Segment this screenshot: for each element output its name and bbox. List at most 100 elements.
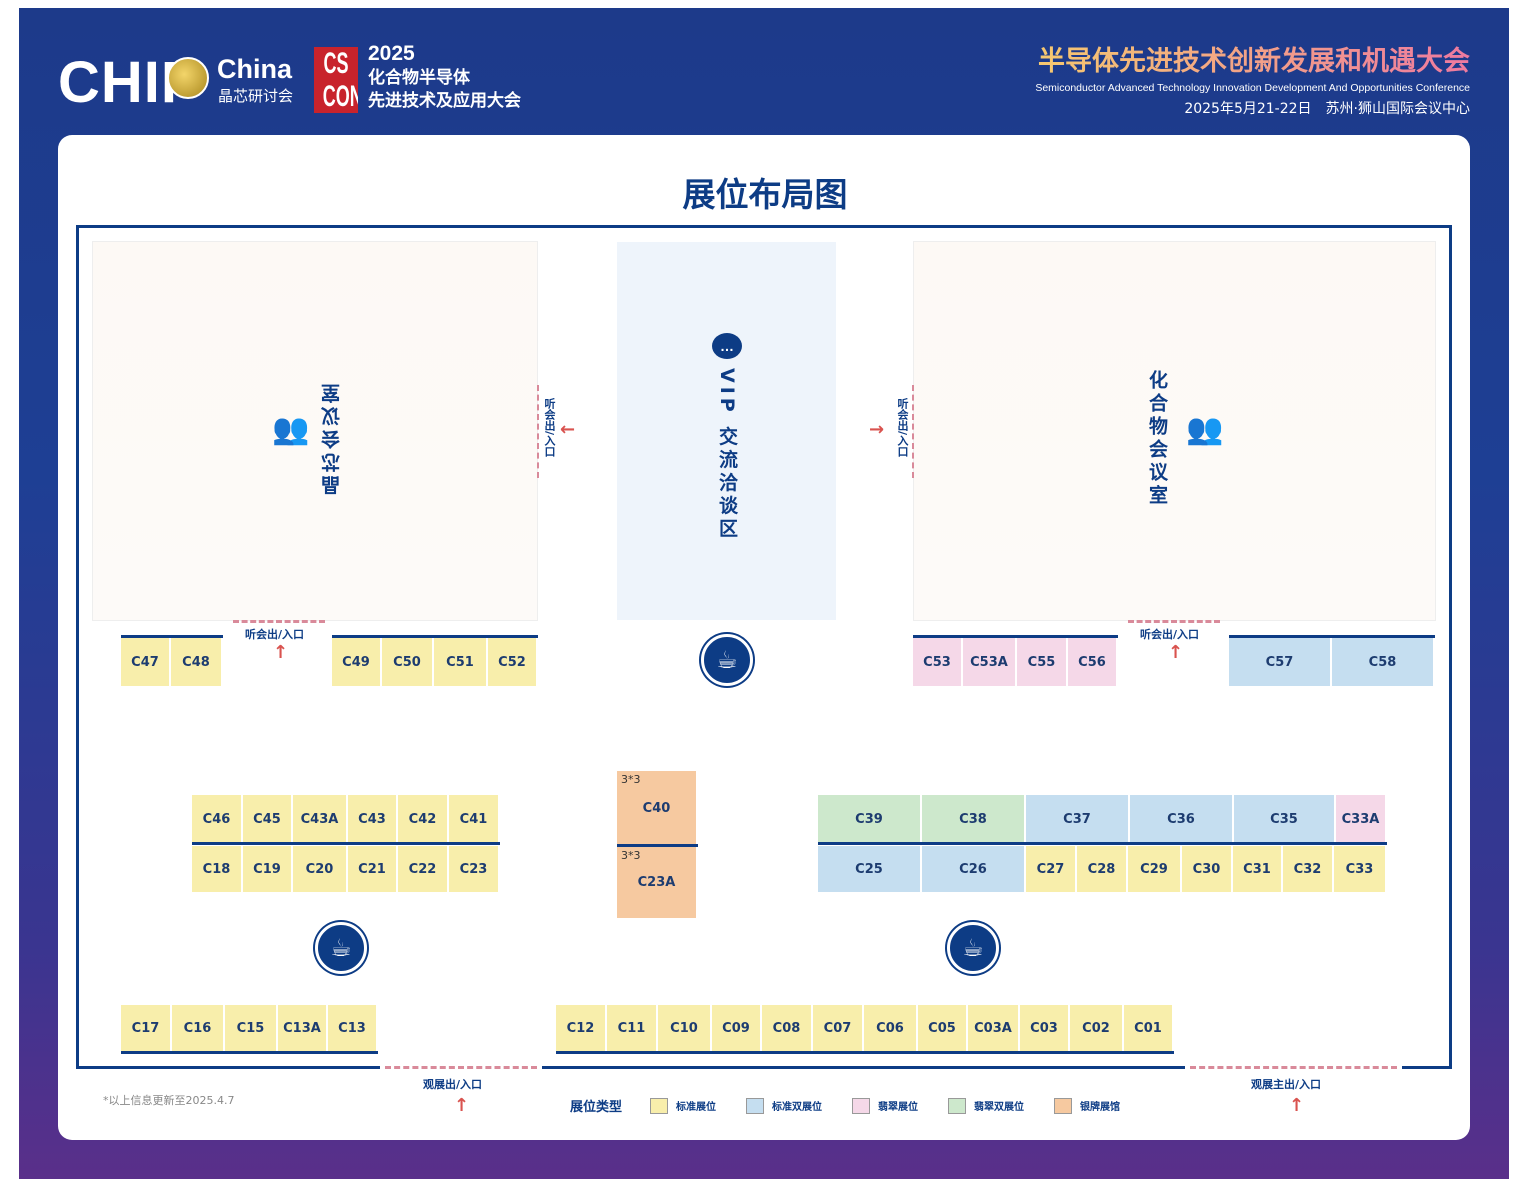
legend-swatch-standard bbox=[650, 1097, 669, 1114]
booth-C41[interactable]: C41 bbox=[449, 795, 500, 843]
booth-C51[interactable]: C51 bbox=[434, 638, 488, 686]
booth-C09[interactable]: C09 bbox=[712, 1005, 762, 1052]
booth-C05[interactable]: C05 bbox=[918, 1005, 968, 1052]
booth-C38[interactable]: C38 bbox=[922, 795, 1026, 843]
booth-C15[interactable]: C15 bbox=[225, 1005, 278, 1052]
booth-label: C52 bbox=[498, 654, 526, 670]
booth-C17[interactable]: C17 bbox=[121, 1005, 172, 1052]
cs-line1: 化合物半导体 bbox=[368, 68, 470, 88]
booth-C42[interactable]: C42 bbox=[398, 795, 449, 843]
booth-C13[interactable]: C13 bbox=[328, 1005, 378, 1052]
booth-label: C38 bbox=[959, 811, 987, 827]
booth-C13A[interactable]: C13A bbox=[278, 1005, 328, 1052]
arrow-icon: → bbox=[869, 419, 885, 440]
room-left[interactable] bbox=[92, 241, 538, 621]
booth-C23[interactable]: C23 bbox=[449, 846, 500, 892]
booth-C32[interactable]: C32 bbox=[1283, 846, 1334, 892]
booth-C39[interactable]: C39 bbox=[818, 795, 922, 843]
booth-label: C13 bbox=[338, 1021, 366, 1036]
booth-label: C08 bbox=[772, 1021, 801, 1036]
booth-label: C09 bbox=[722, 1021, 750, 1036]
booth-C50[interactable]: C50 bbox=[382, 638, 434, 686]
booth-C57[interactable]: C57 bbox=[1229, 638, 1332, 686]
booth-C53A[interactable]: C53A bbox=[963, 638, 1017, 686]
booth-row-wall bbox=[617, 844, 698, 847]
coffee-icon: ☕ bbox=[701, 634, 753, 686]
booth-C07[interactable]: C07 bbox=[813, 1005, 864, 1052]
booth-C19[interactable]: C19 bbox=[243, 846, 293, 892]
booth-C56[interactable]: C56 bbox=[1068, 638, 1118, 686]
booth-C47[interactable]: C47 bbox=[121, 638, 171, 686]
booth-C30[interactable]: C30 bbox=[1182, 846, 1233, 892]
booth-C33[interactable]: C33 bbox=[1334, 846, 1387, 892]
booth-C27[interactable]: C27 bbox=[1026, 846, 1077, 892]
booth-C28[interactable]: C28 bbox=[1077, 846, 1128, 892]
booth-C53[interactable]: C53 bbox=[913, 638, 963, 686]
booth-label: C48 bbox=[182, 654, 210, 670]
booth-label: C13A bbox=[283, 1021, 321, 1036]
booth-C16[interactable]: C16 bbox=[172, 1005, 225, 1052]
booth-C21[interactable]: C21 bbox=[348, 846, 398, 892]
hall-wall-right bbox=[1449, 225, 1452, 1069]
booth-C10[interactable]: C10 bbox=[658, 1005, 712, 1052]
booth-C20[interactable]: C20 bbox=[293, 846, 348, 892]
booth-C43[interactable]: C43 bbox=[348, 795, 398, 843]
room-left-entry-label: 听会出/入口 bbox=[543, 398, 556, 458]
booth-C45[interactable]: C45 bbox=[243, 795, 293, 843]
room-right[interactable] bbox=[913, 241, 1436, 621]
booth-label: C33A bbox=[1341, 811, 1380, 827]
arrow-icon: ↑ bbox=[454, 1095, 470, 1116]
legend-swatch-emerald-double bbox=[948, 1097, 967, 1114]
booth-label: C03A bbox=[974, 1021, 1012, 1036]
booth-C22[interactable]: C22 bbox=[398, 846, 449, 892]
hall-wall-top bbox=[76, 225, 1452, 228]
booth-C49[interactable]: C49 bbox=[332, 638, 382, 686]
hall-wall-bottom bbox=[542, 1066, 1185, 1069]
booth-C26[interactable]: C26 bbox=[922, 846, 1026, 892]
booth-C25[interactable]: C25 bbox=[818, 846, 922, 892]
booth-C58[interactable]: C58 bbox=[1332, 638, 1435, 686]
booth-C43A[interactable]: C43A bbox=[293, 795, 348, 843]
arrow-icon: ← bbox=[560, 419, 576, 440]
booth-label: C30 bbox=[1192, 861, 1221, 877]
booth-C48[interactable]: C48 bbox=[171, 638, 223, 686]
booth-C52[interactable]: C52 bbox=[488, 638, 538, 686]
booth-C08[interactable]: C08 bbox=[762, 1005, 813, 1052]
booth-C29[interactable]: C29 bbox=[1128, 846, 1182, 892]
booth-C35[interactable]: C35 bbox=[1234, 795, 1336, 843]
booth-row-wall bbox=[913, 635, 1118, 638]
booth-label: C42 bbox=[408, 811, 437, 827]
booth-label: C12 bbox=[566, 1021, 595, 1036]
booth-C33A[interactable]: C33A bbox=[1336, 795, 1387, 843]
main-entry-label: 观展主出/入口 bbox=[1251, 1078, 1322, 1091]
booth-label: C03 bbox=[1030, 1021, 1058, 1036]
booth-label: C57 bbox=[1265, 654, 1294, 670]
booth-C12[interactable]: C12 bbox=[556, 1005, 607, 1052]
booth-C31[interactable]: C31 bbox=[1233, 846, 1283, 892]
booth-label: C33 bbox=[1345, 861, 1374, 877]
booth-label: C49 bbox=[342, 654, 370, 670]
booth-C46[interactable]: C46 bbox=[192, 795, 243, 843]
booth-C03A[interactable]: C03A bbox=[968, 1005, 1020, 1052]
chat-icon: … bbox=[712, 333, 742, 359]
booth-C01[interactable]: C01 bbox=[1124, 1005, 1174, 1052]
booth-C23A[interactable]: C23A 3*3 bbox=[617, 847, 698, 918]
booth-C55[interactable]: C55 bbox=[1017, 638, 1068, 686]
booth-C40[interactable]: C40 3*3 bbox=[617, 771, 698, 845]
vip-area[interactable] bbox=[617, 242, 836, 620]
booth-C37[interactable]: C37 bbox=[1026, 795, 1130, 843]
booth-C06[interactable]: C06 bbox=[864, 1005, 918, 1052]
booth-C11[interactable]: C11 bbox=[607, 1005, 658, 1052]
cs-year: 2025 bbox=[368, 42, 415, 65]
booth-C02[interactable]: C02 bbox=[1070, 1005, 1124, 1052]
exhibit-entrance-door bbox=[385, 1066, 537, 1069]
booth-label: C45 bbox=[253, 811, 281, 827]
booth-label: C35 bbox=[1270, 811, 1298, 827]
booth-C03[interactable]: C03 bbox=[1020, 1005, 1070, 1052]
entry-label: 听会出/入口 bbox=[1140, 628, 1200, 641]
booth-label: C39 bbox=[855, 811, 883, 827]
booth-C36[interactable]: C36 bbox=[1130, 795, 1234, 843]
update-note: *以上信息更新至2025.4.7 bbox=[103, 1094, 235, 1107]
booth-C18[interactable]: C18 bbox=[192, 846, 243, 892]
exhibit-entry-label: 观展出/入口 bbox=[423, 1078, 483, 1091]
